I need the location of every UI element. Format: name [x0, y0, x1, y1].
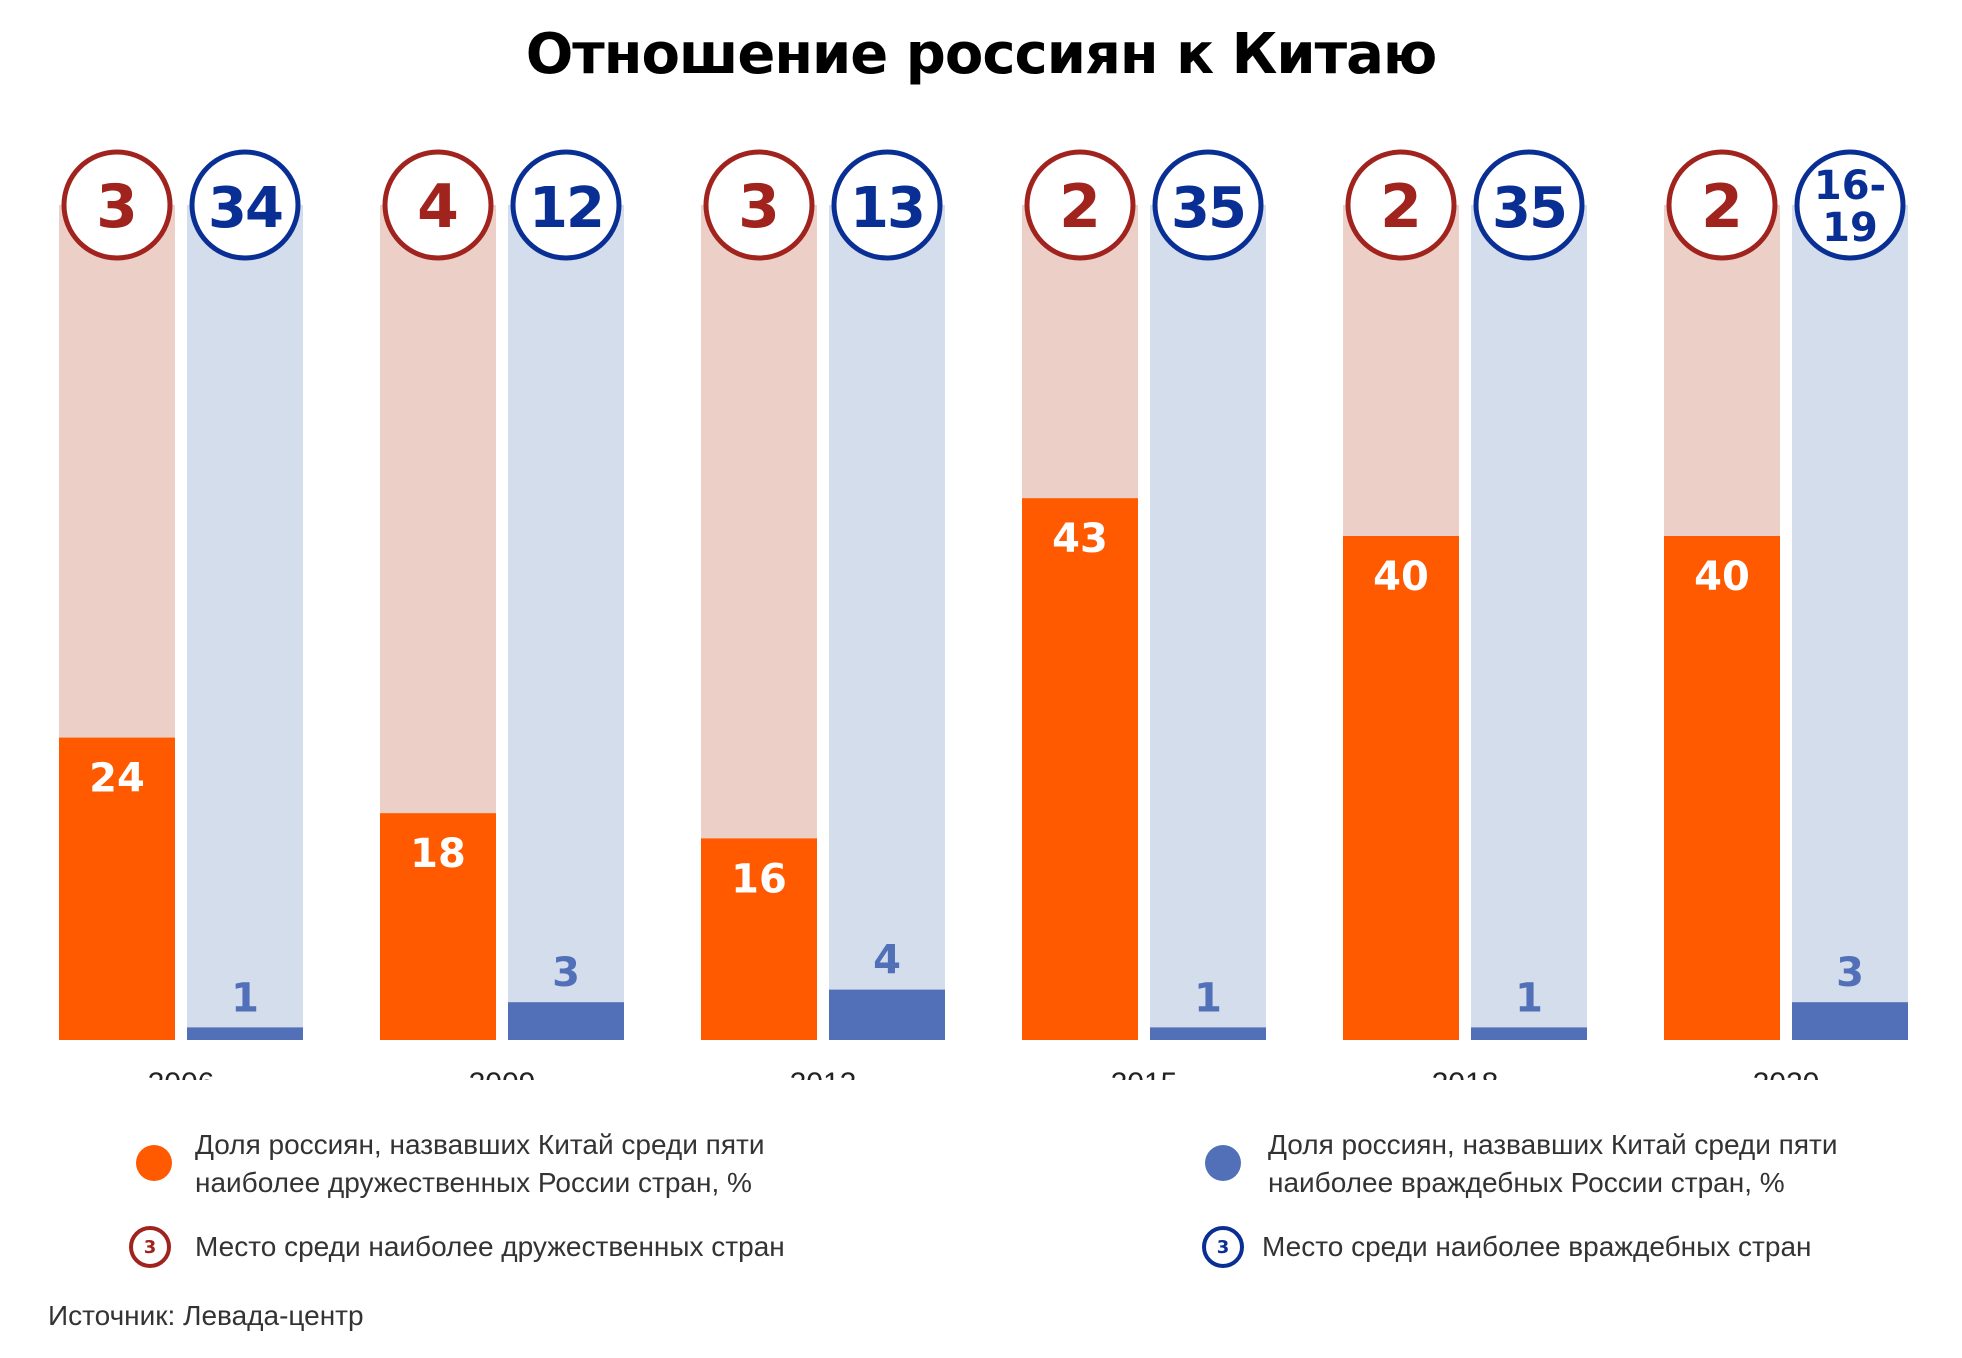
hostile-rank-label: 16-	[1814, 163, 1886, 209]
hostile-value-label: 1	[1194, 975, 1222, 1021]
friendly-value-label: 24	[89, 756, 145, 802]
hostile-rank-label: 12	[529, 176, 603, 241]
hostile-bar	[508, 1002, 624, 1040]
hostile-value-label: 1	[231, 975, 259, 1021]
hostile-value-label: 3	[1836, 950, 1864, 996]
hostile-rank-label: 19	[1822, 205, 1878, 251]
year-label: 2018	[1432, 1067, 1499, 1080]
friendly-rank-label: 3	[96, 172, 138, 242]
hostile-bar	[1150, 1027, 1266, 1040]
friendly-bar	[1664, 536, 1780, 1040]
hostile-rank-circle	[831, 149, 943, 261]
hostile-rank-circle	[510, 149, 622, 261]
hostile-bar	[1792, 1002, 1908, 1040]
friendly-value-label: 16	[731, 856, 787, 902]
friendly-rank-circle	[1024, 149, 1136, 261]
friendly-rank-label: 4	[417, 172, 459, 242]
hostile-rank-label: 35	[1492, 176, 1566, 241]
friendly-bar	[1343, 536, 1459, 1040]
hostile-rank-circle	[1794, 149, 1906, 261]
year-label: 2012	[790, 1067, 857, 1080]
friendly-rank-circle	[382, 149, 494, 261]
friendly-value-label: 40	[1694, 554, 1750, 600]
legend-friendly-dot	[136, 1145, 172, 1181]
friendly-bar	[380, 813, 496, 1040]
year-label: 2006	[148, 1067, 215, 1080]
friendly-rank-circle	[61, 149, 173, 261]
friendly-bar	[701, 838, 817, 1040]
friendly-rank-label: 2	[1380, 172, 1422, 242]
legend-hostile-share: Доля россиян, назвавших Китай среди пяти…	[1268, 1129, 1838, 1198]
friendly-rank-label: 2	[1059, 172, 1101, 242]
hostile-value-label: 1	[1515, 975, 1543, 1021]
hostile-bar	[829, 989, 945, 1040]
hostile-bg-column	[829, 205, 945, 1040]
legend-hostile-rank: Место среди наиболее враждебных стран	[1262, 1231, 1812, 1262]
legend-friendly-rank: Место среди наиболее дружественных стран	[195, 1231, 785, 1262]
hostile-value-label: 3	[552, 950, 580, 996]
hostile-bg-column	[1150, 205, 1266, 1040]
hostile-rank-circle	[189, 149, 301, 261]
friendly-rank-circle	[1345, 149, 1457, 261]
hostile-bg-column	[1471, 205, 1587, 1040]
friendly-bar	[1022, 498, 1138, 1040]
hostile-rank-circle	[1473, 149, 1585, 261]
friendly-rank-circle	[1666, 149, 1778, 261]
year-label: 2015	[1111, 1067, 1178, 1080]
friendly-value-label: 18	[410, 831, 466, 877]
hostile-rank-label: 35	[1171, 176, 1245, 241]
legend-friendly-share: Доля россиян, назвавших Китай среди пяти…	[195, 1129, 765, 1198]
legend-hostile-ring: 3	[1202, 1226, 1244, 1268]
hostile-bar	[1471, 1027, 1587, 1040]
legend-hostile-dot	[1205, 1145, 1241, 1181]
hostile-rank-label: 34	[208, 176, 282, 241]
hostile-bg-column	[1792, 205, 1908, 1040]
year-label: 2009	[469, 1067, 536, 1080]
friendly-value-label: 43	[1052, 516, 1108, 562]
hostile-bg-column	[187, 205, 303, 1040]
hostile-bar	[187, 1027, 303, 1040]
source-note: Источник: Левада-центр	[48, 1300, 364, 1331]
legend-friendly-ring: 3	[129, 1226, 171, 1268]
friendly-rank-circle	[703, 149, 815, 261]
hostile-rank-circle	[1152, 149, 1264, 261]
friendly-bar	[59, 737, 175, 1040]
friendly-value-label: 40	[1373, 554, 1429, 600]
year-label: 2020	[1753, 1067, 1820, 1080]
hostile-bg-column	[508, 205, 624, 1040]
friendly-rank-label: 2	[1701, 172, 1743, 242]
chart-title: Отношение россиян к Китаю	[525, 22, 1438, 87]
hostile-rank-label: 13	[850, 176, 924, 241]
friendly-rank-label: 3	[738, 172, 780, 242]
hostile-value-label: 4	[873, 938, 901, 984]
bar-chart: 2412006334183200941216420123134312015235…	[59, 149, 1908, 1080]
